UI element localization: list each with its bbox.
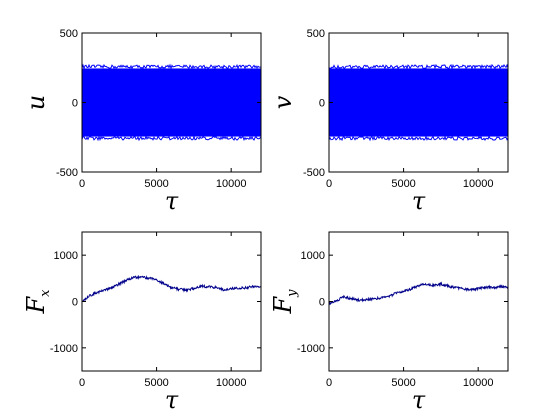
x-tick-label: 5000 <box>391 178 415 190</box>
x-tick-label: 5000 <box>144 178 168 190</box>
x-tick-label: 10000 <box>216 178 247 190</box>
y-axis-label: u <box>22 95 50 110</box>
x-tick-label: 5000 <box>391 377 415 389</box>
x-tick-label: 10000 <box>463 377 494 389</box>
x-tick-label: 0 <box>79 377 85 389</box>
series-line <box>328 281 509 306</box>
y-tick-label: 500 <box>60 28 78 40</box>
y-tick-label: 0 <box>72 98 78 110</box>
x-axis-label: τ <box>412 386 426 414</box>
y-tick-label: 500 <box>307 28 325 40</box>
signal-upper-edge <box>81 63 262 71</box>
x-tick-label: 5000 <box>144 377 168 389</box>
y-axis-label-subscript: y <box>285 289 300 298</box>
series-line <box>81 274 262 302</box>
y-tick-label: 1000 <box>301 250 325 262</box>
x-tick-label: 10000 <box>216 377 247 389</box>
x-tick-label: 10000 <box>463 178 494 190</box>
y-tick-label: -1000 <box>50 343 78 355</box>
signal-upper-edge <box>328 63 509 71</box>
subplot-3: 0 5000 10000 -1000 0 1000 τ Fx <box>22 231 262 414</box>
x-axis-label: τ <box>412 187 426 215</box>
x-tick-label: 0 <box>326 178 332 190</box>
signal-lower-edge <box>81 134 262 142</box>
x-tick-label: 0 <box>326 377 332 389</box>
y-tick-label: 0 <box>72 297 78 309</box>
subplot-4: 0 5000 10000 -1000 0 1000 τ Fy <box>269 231 509 414</box>
axes-frame <box>328 231 509 372</box>
signal-band <box>329 68 508 137</box>
x-axis-label: τ <box>165 187 179 215</box>
y-axis-label: Fx <box>22 289 53 315</box>
y-tick-label: -500 <box>303 167 325 179</box>
y-axis-label: v <box>269 95 297 109</box>
y-tick-label: -1000 <box>297 343 325 355</box>
signal-lower-edge <box>328 135 509 142</box>
y-tick-label: 0 <box>319 297 325 309</box>
y-tick-label: 0 <box>319 98 325 110</box>
x-axis-label: τ <box>165 386 179 414</box>
signal-band <box>82 68 261 137</box>
y-tick-label: 1000 <box>54 250 78 262</box>
y-axis-label-subscript: x <box>38 289 53 297</box>
y-tick-label: -500 <box>56 167 78 179</box>
x-tick-label: 0 <box>79 178 85 190</box>
y-axis-label: Fy <box>269 289 300 315</box>
axes-frame <box>81 231 262 372</box>
